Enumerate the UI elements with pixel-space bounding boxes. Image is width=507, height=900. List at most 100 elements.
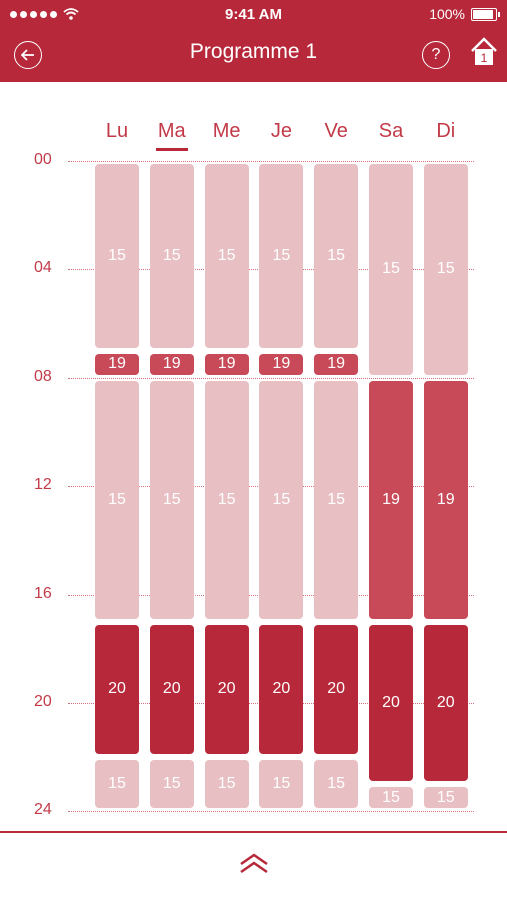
status-time: 9:41 AM [225, 6, 282, 23]
battery-icon [471, 7, 500, 21]
schedule-block[interactable]: 15 [314, 760, 359, 809]
divider [0, 831, 507, 833]
block-temperature: 15 [327, 775, 346, 793]
schedule-block[interactable]: 19 [259, 353, 304, 375]
selected-day-indicator [155, 148, 188, 151]
block-temperature: 20 [272, 680, 291, 698]
schedule-block[interactable]: 19 [369, 380, 413, 619]
day-tab-sa[interactable]: Sa [378, 120, 404, 142]
schedule-block[interactable]: 20 [95, 624, 139, 755]
hour-label: 00 [34, 151, 52, 168]
hour-gridline [68, 161, 474, 162]
block-temperature: 15 [382, 260, 400, 278]
hour-label: 04 [34, 259, 52, 277]
collapse-button[interactable] [238, 850, 270, 874]
schedule-block[interactable]: 20 [369, 624, 413, 782]
schedule-block[interactable]: 20 [204, 624, 249, 755]
schedule-block[interactable]: 15 [149, 760, 194, 809]
block-temperature: 15 [162, 490, 181, 508]
help-button[interactable]: ? [422, 41, 450, 69]
block-temperature: 15 [436, 788, 455, 806]
hour-label: 08 [34, 367, 52, 385]
block-temperature: 20 [162, 680, 181, 698]
block-temperature: 15 [272, 775, 291, 793]
hour-label: 16 [34, 584, 52, 602]
back-button[interactable] [14, 41, 42, 69]
status-bar: 9:41 AM 100% [0, 0, 507, 28]
block-temperature: 15 [217, 775, 236, 793]
schedule-block[interactable]: 15 [149, 164, 194, 348]
schedule-block[interactable]: 15 [423, 787, 468, 809]
schedule-block[interactable]: 15 [259, 164, 304, 348]
schedule-block[interactable]: 15 [204, 380, 249, 619]
block-temperature: 19 [436, 490, 455, 508]
schedule-block[interactable]: 15 [149, 380, 194, 619]
block-temperature: 20 [217, 680, 236, 698]
schedule-block[interactable]: 19 [204, 353, 249, 375]
hour-label: 20 [34, 693, 52, 710]
block-temperature: 20 [382, 693, 400, 711]
schedule-block[interactable]: 20 [149, 624, 194, 755]
block-temperature: 19 [217, 355, 236, 373]
schedule-block[interactable]: 15 [423, 164, 468, 375]
schedule-block[interactable]: 19 [95, 353, 139, 375]
schedule-grid: 00 04 08 12 16 20 24 Lu Ma Me Je Ve Sa Di 15 19 15 20 15 15… [0, 82, 507, 832]
block-temperature: 19 [108, 355, 126, 373]
block-temperature: 20 [436, 693, 455, 711]
schedule-block[interactable]: 20 [314, 624, 359, 755]
schedule-block[interactable]: 15 [95, 760, 139, 809]
schedule-block[interactable]: 15 [314, 164, 359, 348]
block-temperature: 15 [382, 788, 400, 806]
block-temperature: 20 [108, 680, 126, 698]
day-tab-je[interactable]: Je [270, 120, 292, 142]
schedule-block[interactable]: 15 [369, 787, 413, 809]
battery-percent: 100% [429, 6, 465, 22]
schedule-block[interactable]: 15 [314, 380, 359, 619]
schedule-block[interactable]: 15 [204, 760, 249, 809]
hour-label: 12 [34, 476, 52, 494]
schedule-block[interactable]: 15 [259, 380, 304, 619]
block-temperature: 19 [162, 355, 181, 373]
schedule-block[interactable]: 15 [204, 164, 249, 348]
block-temperature: 19 [272, 355, 291, 373]
day-tab-me[interactable]: Me [212, 120, 241, 142]
block-temperature: 15 [217, 246, 236, 264]
block-temperature: 15 [162, 775, 181, 793]
block-temperature: 15 [327, 246, 346, 264]
wifi-icon [63, 8, 79, 20]
schedule-block[interactable]: 20 [259, 624, 304, 755]
back-arrow-icon [21, 49, 34, 61]
page-title: Programme 1 [189, 40, 318, 63]
schedule-block[interactable]: 19 [149, 353, 194, 375]
block-temperature: 15 [108, 246, 126, 264]
day-tab-ma[interactable]: Ma [150, 120, 194, 151]
day-tab-ve[interactable]: Ve [324, 120, 348, 142]
block-temperature: 15 [108, 490, 126, 508]
block-temperature: 15 [108, 775, 126, 793]
block-temperature: 15 [272, 246, 291, 264]
schedule-block[interactable]: 15 [259, 760, 304, 809]
block-temperature: 15 [327, 490, 346, 508]
schedule-block[interactable]: 20 [423, 624, 468, 782]
home-button[interactable]: 1 [470, 36, 498, 68]
block-temperature: 15 [272, 490, 291, 508]
schedule-block[interactable]: 19 [423, 380, 468, 619]
block-temperature: 15 [162, 246, 181, 264]
block-temperature: 20 [327, 680, 346, 698]
home-badge: 1 [481, 51, 488, 65]
block-temperature: 19 [327, 355, 346, 373]
schedule-block[interactable]: 15 [95, 164, 139, 348]
hour-gridline [68, 811, 474, 813]
schedule-block[interactable]: 15 [369, 164, 413, 375]
block-temperature: 15 [436, 260, 455, 278]
day-tab-lu[interactable]: Lu [105, 120, 129, 142]
hour-gridline [68, 377, 474, 379]
nav-bar: Programme 1 ? 1 [0, 28, 507, 82]
block-temperature: 19 [382, 490, 400, 508]
hour-label: 24 [34, 801, 52, 819]
day-tab-di[interactable]: Di [436, 120, 456, 142]
schedule-block[interactable]: 15 [95, 380, 139, 619]
schedule-block[interactable]: 19 [314, 353, 359, 375]
home-icon [475, 49, 493, 65]
signal-indicator [10, 8, 79, 20]
